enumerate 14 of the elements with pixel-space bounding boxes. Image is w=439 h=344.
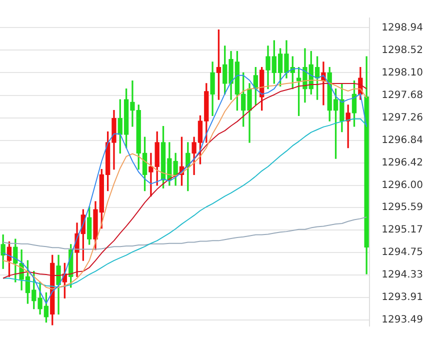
y-tick-label: 1294.75: [382, 247, 424, 258]
y-tick-label: 1296.00: [382, 180, 424, 192]
y-tick-label: 1297.68: [382, 90, 424, 101]
y-tick-label: 1298.10: [382, 67, 424, 78]
y-tick-label: 1295.17: [382, 224, 424, 236]
y-tick-label: 1297.26: [382, 112, 424, 124]
y-tick-label: 1294.33: [382, 270, 424, 281]
y-tick-label: 1296.84: [382, 134, 424, 146]
y-tick-label: 1298.52: [382, 44, 424, 56]
y-tick-label: 1298.94: [382, 22, 424, 34]
y-tick-label: 1293.49: [382, 314, 424, 326]
y-tick-label: 1295.59: [382, 202, 424, 214]
y-tick-label: 1296.42: [382, 157, 424, 168]
y-tick-label: 1293.91: [382, 292, 424, 304]
